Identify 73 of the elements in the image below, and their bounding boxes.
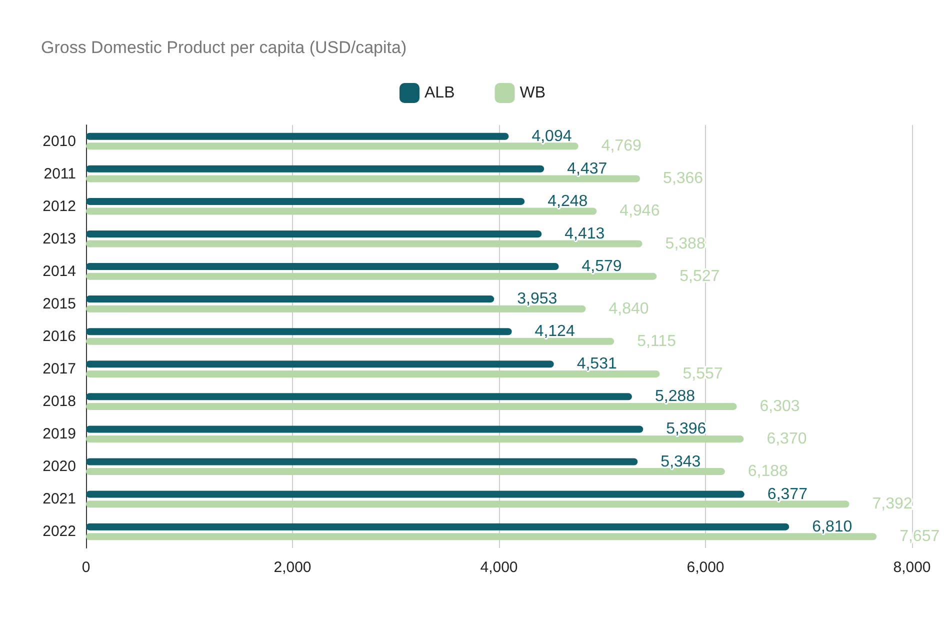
bar: [86, 500, 850, 508]
y-tick-label: 2012: [42, 198, 76, 215]
data-label: 5,288: [654, 388, 696, 406]
data-label: 4,094: [532, 128, 572, 145]
data-label: 4,579: [582, 258, 622, 276]
bar: [86, 533, 877, 540]
bar: [86, 198, 525, 205]
bar: [86, 272, 657, 280]
data-label: 4,248: [548, 192, 588, 210]
data-label: 4,946: [620, 202, 660, 220]
data-label: 6,377: [767, 486, 808, 503]
y-tick-label: 2014: [42, 262, 76, 280]
data-label: 5,557: [682, 365, 723, 382]
data-label: 4,840: [608, 300, 649, 318]
data-label: 4,437: [567, 160, 608, 178]
bar: [86, 240, 642, 248]
y-tick-label: 2015: [42, 295, 76, 312]
data-label: 5,343: [660, 453, 701, 470]
data-label: 4,124: [534, 323, 575, 340]
bar: [86, 142, 578, 150]
bar: [86, 296, 494, 303]
data-label: 6,303: [760, 398, 800, 415]
data-label: 6,810: [812, 518, 852, 536]
y-tick-label: 2013: [42, 230, 76, 248]
bar: [86, 426, 644, 433]
y-tick-label: 2021: [42, 490, 76, 508]
bar: [86, 175, 640, 182]
bar: [86, 490, 744, 498]
data-label: 5,527: [680, 268, 720, 285]
x-tick-label: 2,000: [274, 559, 312, 576]
y-tick-label: 2020: [42, 458, 76, 476]
data-label: 5,115: [637, 332, 676, 350]
y-tick-label: 2017: [42, 360, 76, 378]
y-tick-label: 2019: [42, 426, 76, 443]
x-tick-label: 6,000: [686, 559, 724, 576]
legend-label: ALB: [424, 84, 455, 102]
bar: [86, 468, 725, 476]
bar: [86, 230, 542, 238]
bar: [86, 436, 744, 443]
data-label: 4,531: [576, 356, 617, 373]
bar: [86, 402, 737, 410]
y-tick-label: 2016: [42, 328, 76, 345]
x-tick-label: 8,000: [893, 559, 931, 576]
bar: [86, 328, 512, 336]
bar: [86, 305, 586, 312]
data-label: 5,388: [665, 235, 706, 252]
bar: [86, 360, 554, 368]
data-label: 6,370: [766, 430, 807, 448]
chart-title: Gross Domestic Product per capita (USD/capita): [41, 38, 407, 57]
data-label: 4,413: [564, 225, 605, 242]
data-label: 7,392: [872, 496, 912, 513]
bar: [86, 208, 597, 215]
x-tick-label: 4,000: [480, 559, 518, 576]
bar: [86, 165, 544, 172]
data-label: 3,953: [517, 290, 558, 308]
bar: [86, 338, 614, 345]
y-tick-label: 2022: [42, 523, 76, 540]
bar: [86, 132, 509, 140]
bar: [86, 393, 632, 400]
bar: [86, 263, 559, 270]
data-label: 6,188: [748, 463, 788, 480]
y-tick-label: 2011: [44, 165, 76, 182]
legend-label: WB: [520, 84, 546, 102]
x-tick-label: 0: [82, 559, 90, 576]
bar: [86, 458, 638, 466]
y-tick-label: 2018: [42, 393, 76, 410]
data-label: 7,657: [900, 528, 940, 546]
data-label: 4,769: [601, 138, 642, 155]
data-label: 5,366: [663, 170, 704, 188]
bar: [86, 523, 790, 530]
bar: [86, 370, 660, 378]
y-tick-label: 2010: [42, 132, 76, 150]
data-label: 5,396: [666, 420, 706, 438]
